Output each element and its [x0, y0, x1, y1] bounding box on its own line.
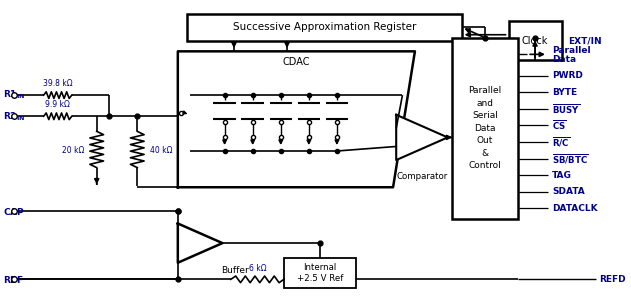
Polygon shape [178, 51, 415, 187]
Text: 39.8 kΩ: 39.8 kΩ [43, 79, 73, 88]
Text: DATACLK: DATACLK [552, 204, 598, 213]
Text: Internal
+2.5 V Ref: Internal +2.5 V Ref [297, 263, 343, 283]
Text: 9.9 kΩ: 9.9 kΩ [45, 100, 70, 109]
Text: $\mathbf{REF}$: $\mathbf{REF}$ [3, 274, 23, 285]
Text: Clock: Clock [522, 36, 548, 46]
Text: 40 kΩ: 40 kΩ [150, 146, 172, 155]
Polygon shape [396, 115, 447, 160]
Bar [187, 14, 462, 41]
Text: CDAC: CDAC [283, 57, 310, 67]
Text: SDATA: SDATA [552, 187, 585, 196]
Bar [509, 21, 562, 60]
Text: 6 kΩ: 6 kΩ [249, 264, 266, 273]
Text: Comparator: Comparator [396, 172, 447, 181]
Bar [284, 258, 356, 288]
Text: $\overline{\mathbf{CS}}$: $\overline{\mathbf{CS}}$ [552, 118, 567, 132]
Polygon shape [178, 223, 223, 263]
Text: Successive Approximation Register: Successive Approximation Register [233, 22, 416, 32]
Bar [452, 38, 518, 219]
Text: 20 kΩ: 20 kΩ [62, 146, 84, 155]
Text: BYTE: BYTE [552, 88, 577, 97]
Text: $\mathbf{R2_{IN}}$: $\mathbf{R2_{IN}}$ [3, 110, 25, 123]
Text: $\overline{\mathbf{SB/BTC}}$: $\overline{\mathbf{SB/BTC}}$ [552, 152, 589, 165]
Text: Parallel: Parallel [552, 46, 591, 55]
Text: PWRD: PWRD [552, 71, 583, 80]
Text: $\mathbf{R1_{IN}}$: $\mathbf{R1_{IN}}$ [3, 89, 25, 101]
Text: Parallel
and
Serial
Data
Out
&
Control: Parallel and Serial Data Out & Control [468, 86, 502, 170]
Text: $\overline{\mathbf{BUSY}}$: $\overline{\mathbf{BUSY}}$ [552, 102, 581, 116]
Text: EXT/IN: EXT/IN [568, 36, 601, 45]
Text: REFD: REFD [599, 275, 625, 284]
Text: TAG: TAG [552, 171, 572, 180]
Text: Buffer: Buffer [221, 266, 249, 275]
Text: Data: Data [552, 55, 576, 64]
Text: $\overline{\mathbf{R/C}}$: $\overline{\mathbf{R/C}}$ [552, 135, 570, 149]
Text: $\mathbf{CAP}$: $\mathbf{CAP}$ [3, 206, 25, 217]
